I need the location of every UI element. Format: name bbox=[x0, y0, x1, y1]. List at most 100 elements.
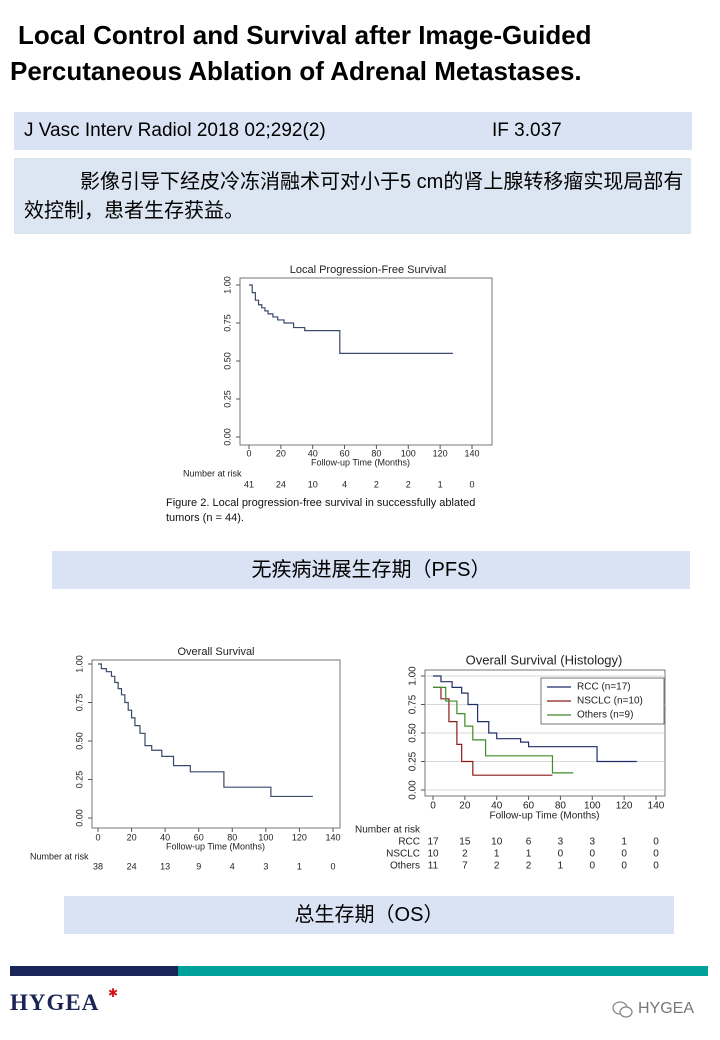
x-tick-label: 0 bbox=[430, 801, 436, 812]
legend-label: NSCLC (n=10) bbox=[577, 696, 643, 707]
survival-curve bbox=[433, 686, 553, 776]
risk-value: 0 bbox=[653, 861, 659, 872]
x-tick-label: 80 bbox=[371, 448, 381, 458]
risk-value: 0 bbox=[330, 861, 335, 871]
y-tick-label: 0.00 bbox=[408, 780, 419, 800]
plot-frame bbox=[91, 659, 341, 829]
x-tick-label: 0 bbox=[95, 832, 100, 842]
risk-value: 10 bbox=[491, 837, 503, 848]
y-tick-label: 0.25 bbox=[408, 751, 419, 771]
risk-value: 3 bbox=[558, 837, 564, 848]
y-tick-label: 1.00 bbox=[222, 276, 232, 294]
risk-value: 10 bbox=[427, 849, 439, 860]
risk-value: 1 bbox=[297, 861, 302, 871]
x-axis-label: Follow-up Time (Months) bbox=[311, 457, 410, 467]
x-tick-label: 40 bbox=[308, 448, 318, 458]
y-tick-label: 0.50 bbox=[74, 732, 84, 750]
caption-text: 无疾病进展生存期（PFS） bbox=[251, 559, 491, 581]
risk-value: 15 bbox=[459, 837, 471, 848]
risk-value: 0 bbox=[590, 849, 596, 860]
risk-row-label: RCC bbox=[398, 837, 420, 848]
caption-text: 总生存期（OS） bbox=[294, 904, 444, 926]
x-tick-label: 40 bbox=[160, 832, 170, 842]
risk-row-label: Others bbox=[390, 861, 420, 872]
risk-value: 0 bbox=[653, 837, 659, 848]
risk-table-label: Number at risk bbox=[30, 851, 89, 861]
risk-value: 1 bbox=[494, 849, 500, 860]
y-tick-label: 0.00 bbox=[74, 809, 84, 827]
risk-value: 0 bbox=[621, 861, 627, 872]
y-tick-label: 0.25 bbox=[74, 771, 84, 789]
risk-value: 0 bbox=[621, 849, 627, 860]
risk-value: 11 bbox=[428, 861, 439, 872]
risk-value: 4 bbox=[230, 861, 235, 871]
risk-value: 2 bbox=[526, 861, 532, 872]
risk-value: 10 bbox=[308, 479, 318, 489]
pfs-caption: 无疾病进展生存期（PFS） bbox=[52, 551, 690, 589]
risk-value: 0 bbox=[590, 861, 596, 872]
chart-title: Overall Survival (Histology) bbox=[466, 652, 623, 667]
y-tick-label: 0.50 bbox=[222, 352, 232, 370]
risk-value: 3 bbox=[263, 861, 268, 871]
risk-value: 38 bbox=[93, 861, 103, 871]
x-tick-label: 100 bbox=[401, 448, 416, 458]
x-tick-label: 140 bbox=[648, 801, 665, 812]
risk-value: 9 bbox=[196, 861, 201, 871]
risk-value: 41 bbox=[244, 479, 254, 489]
x-tick-label: 120 bbox=[433, 448, 448, 458]
citation-bar: J Vasc Interv Radiol 2018 02;292(2) IF 3… bbox=[14, 112, 692, 150]
risk-table-label: Number at risk bbox=[355, 825, 421, 836]
risk-value: 24 bbox=[127, 861, 137, 871]
x-tick-label: 60 bbox=[523, 801, 535, 812]
risk-value: 1 bbox=[621, 837, 627, 848]
legend-label: RCC (n=17) bbox=[577, 682, 631, 693]
x-tick-label: 60 bbox=[194, 832, 204, 842]
risk-value: 0 bbox=[469, 479, 474, 489]
footer-bar bbox=[178, 966, 708, 976]
risk-value: 0 bbox=[653, 849, 659, 860]
journal: J Vasc Interv Radiol 2018 02;292(2) bbox=[24, 120, 326, 141]
survival-curve bbox=[433, 686, 574, 774]
figure-caption: Figure 2. Local progression-free surviva… bbox=[166, 497, 476, 524]
survival-curve bbox=[98, 663, 313, 798]
risk-value: 13 bbox=[160, 861, 170, 871]
y-tick-label: 0.25 bbox=[222, 390, 232, 408]
x-tick-label: 100 bbox=[258, 832, 273, 842]
x-tick-label: 80 bbox=[555, 801, 567, 812]
risk-value: 6 bbox=[526, 837, 532, 848]
risk-value: 2 bbox=[406, 479, 411, 489]
risk-value: 2 bbox=[462, 849, 468, 860]
chart-title: Local Progression-Free Survival bbox=[290, 264, 447, 276]
risk-value: 1 bbox=[526, 849, 532, 860]
os-caption: 总生存期（OS） bbox=[64, 896, 674, 934]
risk-value: 17 bbox=[427, 837, 439, 848]
chart-title: Overall Survival bbox=[177, 646, 254, 658]
x-axis-label: Follow-up Time (Months) bbox=[166, 841, 265, 851]
y-tick-label: 0.00 bbox=[222, 428, 232, 446]
risk-row-label: NSCLC bbox=[386, 849, 420, 860]
risk-value: 1 bbox=[558, 861, 564, 872]
x-tick-label: 20 bbox=[127, 832, 137, 842]
x-tick-label: 140 bbox=[464, 448, 479, 458]
logo: HYGEA bbox=[10, 990, 100, 1015]
plot-frame bbox=[239, 277, 493, 446]
x-axis-label: Follow-up Time (Months) bbox=[489, 811, 599, 822]
logo-star: ✱ bbox=[108, 986, 119, 1000]
y-tick-label: 0.50 bbox=[408, 723, 419, 743]
summary-text: 影像引导下经皮冷冻消融术可对小于5 cm的肾上腺转移瘤实现局部有效控制，患者生存… bbox=[24, 171, 684, 222]
y-tick-label: 0.75 bbox=[74, 694, 84, 712]
x-tick-label: 40 bbox=[491, 801, 503, 812]
x-tick-label: 140 bbox=[325, 832, 340, 842]
risk-table-label: Number at risk bbox=[183, 468, 242, 478]
x-tick-label: 60 bbox=[340, 448, 350, 458]
y-tick-label: 1.00 bbox=[74, 655, 84, 673]
risk-value: 1 bbox=[438, 479, 443, 489]
y-tick-label: 1.00 bbox=[408, 666, 419, 686]
y-tick-label: 0.75 bbox=[222, 314, 232, 332]
risk-value: 2 bbox=[494, 861, 500, 872]
legend-label: Others (n=9) bbox=[577, 710, 633, 721]
survival-curve bbox=[433, 675, 637, 763]
risk-value: 2 bbox=[374, 479, 379, 489]
